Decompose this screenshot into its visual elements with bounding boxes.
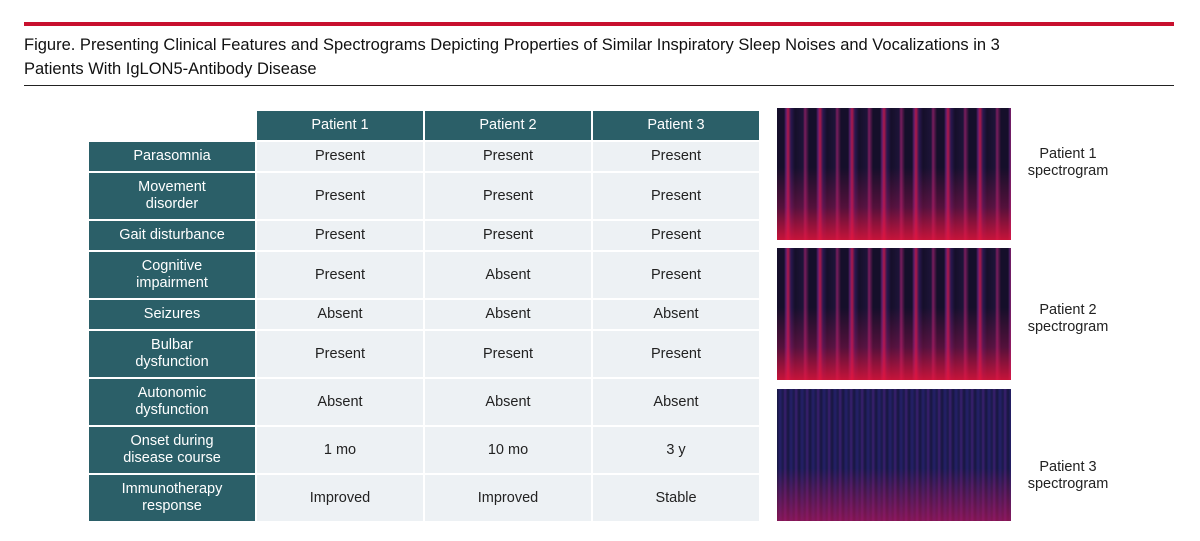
features-table: Patient 1 Patient 2 Patient 3 Parasomnia Pre… — [87, 109, 761, 523]
cell: Present — [593, 142, 759, 171]
top-rule — [24, 22, 1174, 26]
text-line: Parasomnia — [133, 148, 211, 164]
text-line: Immunotherapy — [121, 481, 223, 497]
text-line: Patient 2 — [1039, 302, 1097, 318]
text-line: Autonomic — [137, 385, 207, 401]
text-line: disorder — [145, 196, 199, 212]
text-line: spectrogram — [1027, 319, 1109, 335]
text-line: disease course — [123, 450, 221, 466]
cell: Present — [593, 331, 759, 377]
cell: Improved — [257, 475, 423, 521]
row-label: Cognitive impairment — [89, 252, 255, 298]
row-label: Seizures — [89, 300, 255, 329]
column-header: Patient 2 — [425, 111, 591, 140]
cell: Absent — [593, 300, 759, 329]
spectrogram-image — [777, 108, 1011, 240]
cell: Absent — [425, 300, 591, 329]
spectrogram-label: Patient 1 spectrogram — [1010, 146, 1126, 180]
figure-title: Figure. Presenting Clinical Features and… — [24, 36, 1000, 78]
cell: Present — [593, 252, 759, 298]
cell: Present — [257, 221, 423, 250]
table-row: Immunotherapy response Improved Improved Sta… — [89, 475, 759, 521]
text-line: Bulbar — [151, 337, 193, 353]
blank-cell — [89, 111, 255, 140]
text-line: dysfunction — [135, 354, 209, 370]
cell: Stable — [593, 475, 759, 521]
cell: Present — [425, 331, 591, 377]
header-row: Patient 1 Patient 2 Patient 3 — [89, 111, 759, 140]
text-line: Onset during — [130, 433, 214, 449]
row-label: Onset during disease course — [89, 427, 255, 473]
table-row: Bulbar dysfunction Present Present Present — [89, 331, 759, 377]
cell: Absent — [593, 379, 759, 425]
spectrogram-label: Patient 3 spectrogram — [1010, 459, 1126, 493]
row-label: Parasomnia — [89, 142, 255, 171]
row-label: Bulbar dysfunction — [89, 331, 255, 377]
text-line: Patient 3 — [1039, 459, 1097, 475]
cell: Present — [257, 142, 423, 171]
row-label: Movement disorder — [89, 173, 255, 219]
text-line: spectrogram — [1027, 163, 1109, 179]
cell: Absent — [257, 379, 423, 425]
text-line: Patient 1 — [1039, 146, 1097, 162]
text-line: spectrogram — [1027, 476, 1109, 492]
table-row: Onset during disease course 1 mo 10 mo 3 y — [89, 427, 759, 473]
cell: Absent — [425, 379, 591, 425]
text-line: Seizures — [143, 306, 201, 322]
table-row: Autonomic dysfunction Absent Absent Absent — [89, 379, 759, 425]
cell: Present — [257, 252, 423, 298]
text-line: Movement — [138, 179, 206, 195]
text-line: impairment — [136, 275, 208, 291]
cell: Improved — [425, 475, 591, 521]
cell: 3 y — [593, 427, 759, 473]
cell: Present — [593, 173, 759, 219]
text-line: response — [142, 498, 202, 514]
spectrogram-image — [777, 389, 1011, 521]
title-rule — [24, 85, 1174, 86]
text-line: Gait disturbance — [119, 227, 225, 243]
cell: Absent — [257, 300, 423, 329]
table-row: Seizures Absent Absent Absent — [89, 300, 759, 329]
table-row: Cognitive impairment Present Absent Present — [89, 252, 759, 298]
row-label: Gait disturbance — [89, 221, 255, 250]
spectrogram-label: Patient 2 spectrogram — [1010, 302, 1126, 336]
spectrogram-image — [777, 248, 1011, 380]
table-row: Movement disorder Present Present Present — [89, 173, 759, 219]
cell: 10 mo — [425, 427, 591, 473]
text-line: dysfunction — [135, 402, 209, 418]
row-label: Immunotherapy response — [89, 475, 255, 521]
column-header: Patient 1 — [257, 111, 423, 140]
cell: Absent — [425, 252, 591, 298]
cell: Present — [425, 142, 591, 171]
cell: Present — [593, 221, 759, 250]
table-row: Parasomnia Present Present Present — [89, 142, 759, 171]
table-row: Gait disturbance Present Present Present — [89, 221, 759, 250]
cell: Present — [425, 221, 591, 250]
cell: 1 mo — [257, 427, 423, 473]
row-label: Autonomic dysfunction — [89, 379, 255, 425]
cell: Present — [425, 173, 591, 219]
cell: Present — [257, 173, 423, 219]
column-header: Patient 3 — [593, 111, 759, 140]
cell: Present — [257, 331, 423, 377]
text-line: Cognitive — [141, 258, 203, 274]
